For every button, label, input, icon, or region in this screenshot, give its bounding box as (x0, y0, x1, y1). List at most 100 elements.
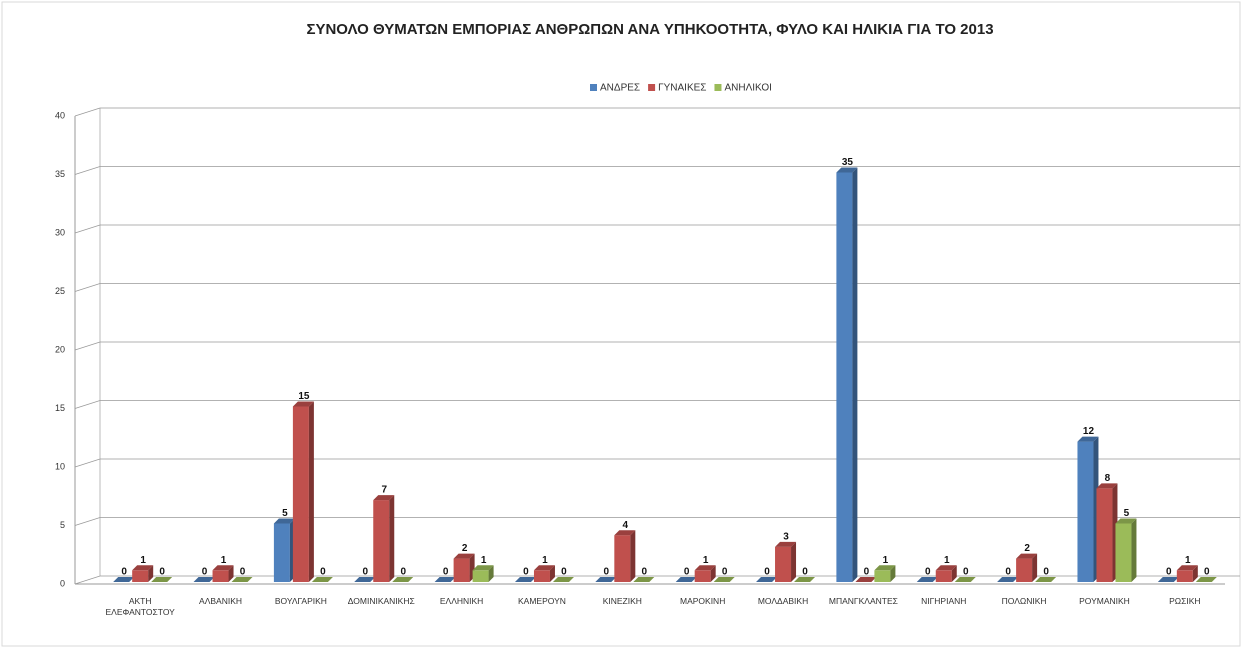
data-label: 0 (1005, 567, 1011, 578)
y-tick-label: 30 (55, 227, 65, 237)
data-label: 0 (925, 567, 931, 578)
x-tick-label: ΑΛΒΑΝΙΚΗ (199, 596, 243, 606)
bar-top (1077, 436, 1099, 442)
data-label: 1 (481, 555, 487, 566)
bar-top (794, 577, 816, 582)
bar-top (453, 553, 475, 559)
bar-side (951, 565, 957, 582)
data-label: 3 (783, 532, 789, 543)
x-tick-label: ΜΟΛΔΑΒΙΚΗ (757, 596, 809, 606)
bar-top (392, 577, 414, 582)
bar-side (228, 565, 234, 582)
data-label: 1 (703, 555, 709, 566)
bar-top (472, 565, 494, 571)
data-label: 8 (1105, 473, 1111, 484)
bar-top (193, 577, 215, 582)
bar-top (1096, 483, 1118, 489)
data-label: 0 (642, 567, 648, 578)
data-label: 2 (462, 543, 468, 554)
bar-top (874, 565, 896, 571)
bar (614, 535, 631, 582)
bar-top (997, 577, 1019, 582)
bar-top (713, 577, 735, 582)
bar (1016, 558, 1033, 582)
bar-top (514, 577, 536, 582)
data-label: 12 (1083, 426, 1095, 437)
data-label: 0 (864, 567, 870, 578)
data-label: 0 (1043, 567, 1049, 578)
bar (212, 570, 229, 582)
x-tick-label: ΔΟΜΙΝΙΚΑΝΙΚΗΣ (347, 596, 415, 606)
bar-side (890, 565, 896, 582)
bar-top (552, 577, 574, 582)
x-tick-label: ΡΩΣΙΚΗ (1169, 596, 1201, 606)
grid-line (74, 575, 1240, 585)
bar-side (148, 565, 154, 582)
bar-top (113, 577, 135, 582)
data-label: 7 (381, 485, 387, 496)
bar-top (775, 541, 797, 547)
x-tick-label: ΜΑΡΟΚΙΝΗ (680, 596, 726, 606)
data-label: 0 (443, 567, 449, 578)
bar-side (1192, 565, 1198, 582)
bar-top (1157, 577, 1179, 582)
legend-swatch (648, 84, 656, 91)
legend-label: ΑΝΗΛΙΚΟΙ (724, 83, 772, 94)
y-tick-label: 20 (55, 344, 65, 354)
bar-top (311, 577, 333, 582)
bar-top (1035, 577, 1057, 582)
bar (1077, 441, 1094, 582)
y-tick-label: 40 (55, 110, 65, 120)
bar-side (1131, 518, 1137, 582)
bar-top (675, 577, 697, 582)
x-tick-label: ΕΛΛΗΝΙΚΗ (439, 596, 484, 606)
bar-top (212, 565, 234, 571)
data-label: 1 (944, 555, 950, 566)
y-tick-label: 35 (55, 169, 65, 179)
grid-line (74, 458, 1240, 468)
y-tick-label: 10 (55, 461, 65, 471)
data-label: 1 (221, 555, 227, 566)
data-label: 5 (1124, 508, 1130, 519)
legend-label: ΑΝΔΡΕΣ (600, 83, 640, 94)
bar-top (855, 577, 877, 582)
data-label: 0 (561, 567, 567, 578)
data-label: 0 (1166, 567, 1172, 578)
y-tick-label: 25 (55, 286, 65, 296)
bar-top (756, 577, 778, 582)
x-tick-label: ΠΟΛΩΝΙΚΗ (1001, 596, 1047, 606)
grid-line (74, 107, 1240, 117)
data-label: 0 (362, 567, 368, 578)
data-label: 0 (121, 567, 127, 578)
bar (533, 570, 550, 582)
data-label: 0 (159, 567, 165, 578)
bar-side (1032, 553, 1038, 582)
data-label: 5 (282, 508, 288, 519)
bar-side (308, 401, 314, 582)
bar-top (1115, 518, 1137, 524)
bar (472, 570, 489, 582)
data-label: 0 (684, 567, 690, 578)
data-label: 0 (802, 567, 808, 578)
data-label: 0 (963, 567, 969, 578)
bar (1176, 570, 1193, 582)
data-label: 0 (320, 567, 326, 578)
data-label: 0 (722, 567, 728, 578)
grid-line (74, 341, 1240, 351)
bar-top (1176, 565, 1198, 571)
bar-top (231, 577, 253, 582)
x-tick-label: ΚΙΝΕΖΙΚΗ (602, 596, 642, 606)
y-tick-label: 0 (60, 578, 65, 588)
bar-top (1195, 577, 1217, 582)
chart-title: ΣΥΝΟΛΟ ΘΥΜΑΤΩΝ ΕΜΠΟΡΙΑΣ ΑΝΘΡΩΠΩΝ ΑΝΑ ΥΠΗ… (306, 21, 993, 38)
data-label: 1 (1185, 555, 1191, 566)
legend-swatch (590, 84, 597, 91)
bar (874, 570, 891, 582)
bar-side (710, 565, 716, 582)
legend-swatch (714, 84, 722, 91)
bar-side (549, 565, 555, 582)
bar-top (151, 577, 173, 582)
x-tick-label: ΡΟΥΜΑΝΙΚΗ (1079, 596, 1130, 606)
